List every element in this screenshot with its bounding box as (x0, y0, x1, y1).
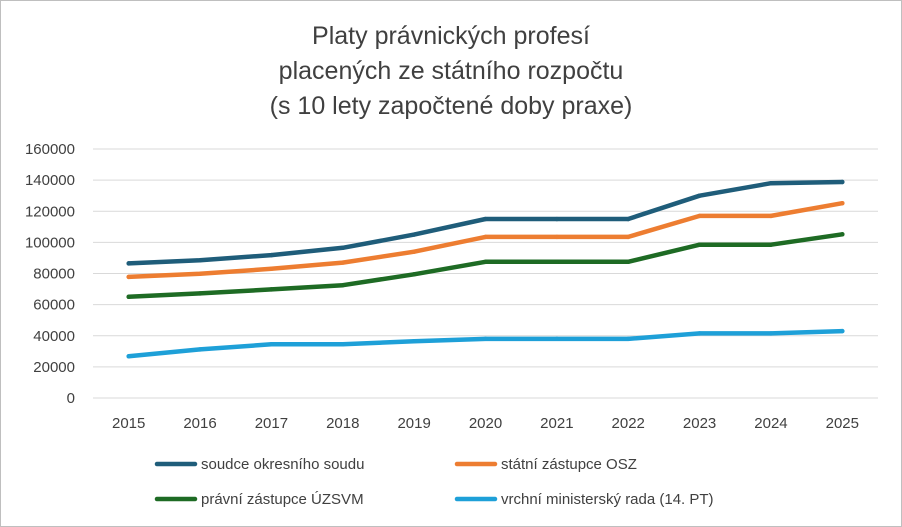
y-tick-label: 80000 (33, 266, 75, 283)
data-point (554, 216, 560, 222)
data-point (626, 259, 631, 265)
data-point (626, 216, 631, 222)
legend-item: soudce okresního soudu (154, 456, 364, 473)
data-point (126, 261, 131, 266)
x-tick-label: 2016 (183, 415, 216, 432)
x-tick-label: 2025 (826, 415, 859, 432)
data-point (768, 242, 774, 247)
data-point (697, 242, 702, 247)
data-point (483, 216, 488, 222)
x-tick-label: 2018 (326, 415, 359, 432)
legend-label: soudce okresního soudu (201, 456, 364, 473)
data-point (269, 342, 274, 347)
data-point (483, 336, 488, 342)
legend-item: vrchní ministerský rada (14. PT) (454, 491, 714, 508)
data-point (554, 234, 560, 240)
series-lines (126, 179, 845, 359)
data-point (554, 336, 560, 342)
data-point (411, 338, 417, 344)
data-point (840, 200, 845, 206)
data-point (697, 213, 702, 219)
data-point (126, 354, 131, 359)
data-point (697, 193, 702, 198)
chart-title-line-2: placených ze státního rozpočtu (278, 57, 624, 85)
y-tick-label: 0 (67, 390, 75, 407)
x-tick-label: 2019 (397, 415, 430, 432)
x-tick-label: 2023 (683, 415, 716, 432)
x-tick-label: 2017 (255, 415, 288, 432)
x-axis-ticks: 2015 2016 2017 2018 2019 2020 2021 2022 2023 2024… (112, 415, 859, 432)
y-axis-ticks: 0 20000 40000 60000 80000 100000 120000 140000 1… (25, 141, 75, 407)
chart-title-line-3: (s 10 lety započtené doby praxe) (269, 92, 633, 120)
data-point (340, 282, 345, 288)
data-point (126, 294, 131, 300)
data-point (554, 259, 560, 265)
data-point (411, 272, 417, 277)
data-point (126, 274, 131, 280)
legend-item: státní zástupce OSZ (454, 456, 637, 473)
legend-label: státní zástupce OSZ (501, 456, 637, 473)
chart-title: Platy právnických profesí placených ze s… (1, 19, 901, 124)
data-point (768, 331, 774, 336)
y-tick-label: 100000 (25, 234, 75, 251)
data-point (411, 232, 417, 237)
legend-label: právní zástupce ÚZSVM (201, 491, 364, 508)
data-point (768, 213, 774, 219)
y-tick-label: 40000 (33, 328, 75, 345)
data-point (626, 336, 631, 342)
x-tick-label: 2015 (112, 415, 145, 432)
y-tick-label: 160000 (25, 141, 75, 158)
series-line (126, 328, 845, 359)
data-point (840, 328, 845, 334)
data-point (483, 234, 488, 240)
data-point (197, 291, 203, 296)
series-line (126, 179, 845, 266)
data-point (483, 259, 488, 265)
legend-item: právní zástupce ÚZSVM (154, 491, 364, 508)
y-tick-label: 20000 (33, 359, 75, 376)
data-point (840, 232, 845, 237)
legend-label: vrchní ministerský rada (14. PT) (501, 491, 714, 508)
data-point (411, 249, 417, 254)
x-tick-label: 2024 (754, 415, 787, 432)
data-point (197, 347, 203, 352)
y-tick-label: 120000 (25, 203, 75, 220)
y-tick-label: 60000 (33, 297, 75, 314)
series-line (126, 232, 845, 300)
data-point (340, 342, 345, 347)
data-point (697, 331, 702, 336)
x-tick-label: 2020 (469, 415, 502, 432)
legend: soudce okresního soudu státní zástupce OS… (154, 456, 714, 508)
data-point (840, 179, 845, 185)
chart-title-line-1: Platy právnických profesí (312, 22, 590, 50)
data-point (269, 252, 274, 258)
data-point (197, 258, 203, 263)
y-tick-label: 140000 (25, 172, 75, 189)
data-point (768, 181, 774, 186)
data-point (269, 266, 274, 272)
series-line (126, 200, 845, 280)
x-tick-label: 2022 (612, 415, 645, 432)
data-point (269, 287, 274, 292)
data-point (197, 271, 203, 277)
x-tick-label: 2021 (540, 415, 573, 432)
data-point (340, 260, 345, 265)
data-point (626, 234, 631, 240)
data-point (340, 245, 345, 251)
